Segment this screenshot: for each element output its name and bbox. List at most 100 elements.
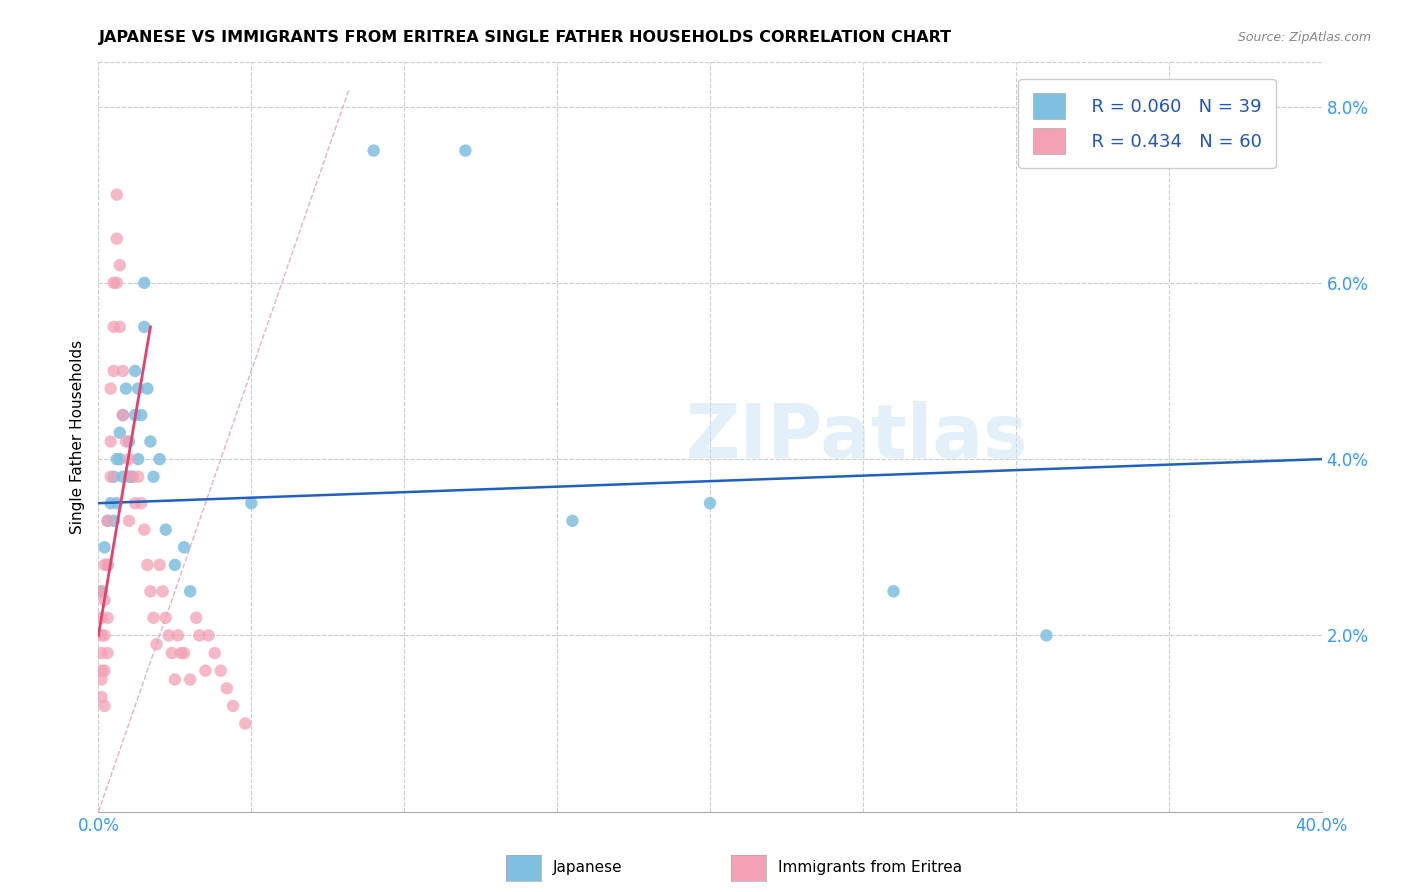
Point	[149, 452, 172, 467]
Point	[103, 276, 125, 290]
Point	[90, 664, 112, 678]
Point	[139, 584, 162, 599]
Point	[127, 469, 149, 483]
Point	[561, 514, 583, 528]
Point	[118, 514, 141, 528]
Point	[134, 276, 156, 290]
Point	[105, 452, 128, 467]
Point	[204, 646, 226, 660]
Point	[93, 698, 115, 713]
Point	[121, 469, 143, 483]
Point	[883, 584, 905, 599]
Point	[699, 496, 721, 510]
Point	[173, 646, 195, 660]
Point	[118, 452, 141, 467]
Text: Immigrants from Eritrea: Immigrants from Eritrea	[778, 861, 962, 875]
Point	[129, 408, 152, 422]
Point	[93, 664, 115, 678]
Text: Source: ZipAtlas.com: Source: ZipAtlas.com	[1237, 31, 1371, 45]
Point	[163, 673, 186, 687]
Point	[108, 319, 131, 334]
Point	[103, 319, 125, 334]
Point	[152, 584, 174, 599]
Point	[111, 469, 134, 483]
Point	[188, 628, 211, 642]
Point	[118, 434, 141, 449]
Point	[160, 646, 183, 660]
Point	[127, 452, 149, 467]
Point	[167, 628, 190, 642]
Point	[97, 558, 120, 572]
Point	[233, 716, 256, 731]
Point	[157, 628, 180, 642]
Point	[118, 469, 141, 483]
Point	[186, 611, 208, 625]
Point	[90, 673, 112, 687]
Point	[100, 496, 122, 510]
Point	[139, 434, 162, 449]
Point	[103, 364, 125, 378]
Point	[149, 558, 172, 572]
Point	[108, 425, 131, 440]
Point	[194, 664, 217, 678]
Point	[105, 187, 128, 202]
Point	[97, 514, 120, 528]
Point	[111, 408, 134, 422]
Point	[111, 408, 134, 422]
Point	[136, 558, 159, 572]
Point	[97, 558, 120, 572]
Text: Japanese: Japanese	[553, 861, 623, 875]
Point	[108, 452, 131, 467]
Legend:   R = 0.060   N = 39,   R = 0.434   N = 60: R = 0.060 N = 39, R = 0.434 N = 60	[1018, 79, 1275, 168]
Point	[173, 541, 195, 555]
Point	[93, 593, 115, 607]
Point	[124, 496, 146, 510]
Point	[124, 408, 146, 422]
Point	[121, 469, 143, 483]
Point	[90, 611, 112, 625]
Point	[100, 434, 122, 449]
Point	[90, 628, 112, 642]
Point	[134, 523, 156, 537]
Point	[105, 232, 128, 246]
Point	[100, 382, 122, 396]
Point	[179, 673, 201, 687]
Point	[170, 646, 193, 660]
Point	[90, 690, 112, 705]
Point	[145, 637, 167, 651]
Point	[155, 523, 177, 537]
Point	[93, 541, 115, 555]
Point	[124, 364, 146, 378]
Text: JAPANESE VS IMMIGRANTS FROM ERITREA SINGLE FATHER HOUSEHOLDS CORRELATION CHART: JAPANESE VS IMMIGRANTS FROM ERITREA SING…	[98, 29, 952, 45]
Y-axis label: Single Father Households: Single Father Households	[69, 340, 84, 534]
Point	[129, 496, 152, 510]
Point	[108, 258, 131, 272]
Point	[163, 558, 186, 572]
Point	[105, 276, 128, 290]
Text: ZIPatlas: ZIPatlas	[686, 401, 1028, 474]
Point	[90, 584, 112, 599]
Point	[209, 664, 232, 678]
Point	[240, 496, 263, 510]
Point	[142, 469, 165, 483]
Point	[155, 611, 177, 625]
Point	[90, 646, 112, 660]
Point	[222, 698, 245, 713]
Point	[363, 144, 385, 158]
Point	[103, 469, 125, 483]
Point	[197, 628, 219, 642]
Point	[127, 382, 149, 396]
Point	[454, 144, 477, 158]
Point	[1035, 628, 1057, 642]
Point	[93, 628, 115, 642]
Point	[97, 514, 120, 528]
Point	[103, 514, 125, 528]
Point	[100, 469, 122, 483]
Point	[115, 434, 138, 449]
Point	[142, 611, 165, 625]
Point	[105, 496, 128, 510]
Point	[97, 646, 120, 660]
Point	[179, 584, 201, 599]
Point	[134, 319, 156, 334]
Point	[111, 364, 134, 378]
